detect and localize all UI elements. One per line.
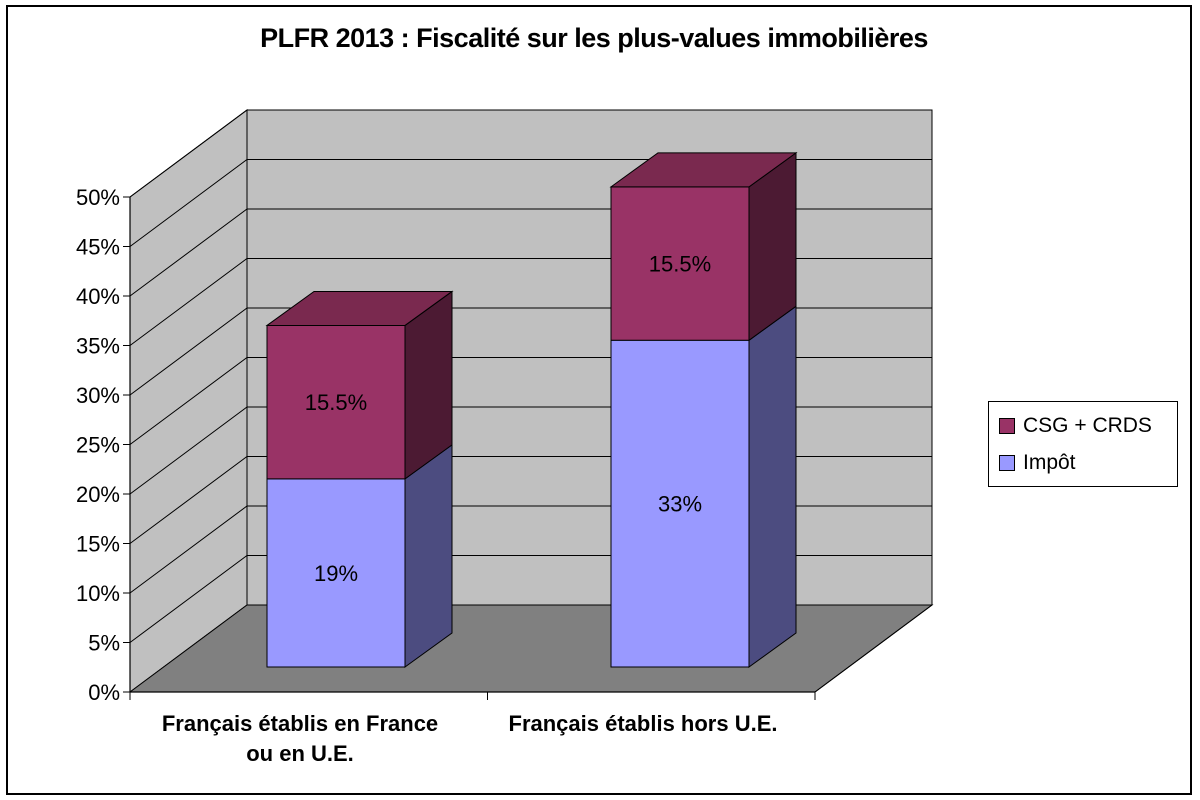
floor	[128, 604, 934, 693]
chart-bars	[265, 151, 798, 668]
data-label-impot-2: 33%	[658, 492, 702, 517]
category-label-2-line-1: Français établis hors U.E.	[509, 711, 778, 736]
y-tick-label: 30%	[76, 383, 120, 408]
category-label-1-line-1: Français établis en France	[162, 711, 438, 736]
y-tick-label: 0%	[88, 680, 120, 705]
y-tick-label: 40%	[76, 284, 120, 309]
legend-swatch-impot	[999, 455, 1015, 471]
data-label-impot-1: 19%	[314, 561, 358, 586]
y-tick-label: 25%	[76, 433, 120, 458]
chart-data-labels: 19% 15.5% 33% 15.5%	[305, 252, 711, 586]
chart-title: PLFR 2013 : Fiscalité sur les plus-value…	[260, 23, 928, 53]
floor-edge	[814, 604, 933, 693]
legend-swatch-csg-crds	[999, 418, 1015, 434]
category-label-1-line-2: ou en U.E.	[246, 741, 354, 766]
y-axis-ticks: 0% 5% 10% 15% 20% 25% 30% 35% 40% 45% 50%	[76, 185, 130, 705]
legend-label-impot: Impôt	[1023, 451, 1076, 474]
y-tick-label: 35%	[76, 334, 120, 359]
y-tick-label: 5%	[88, 631, 120, 656]
y-tick-label: 15%	[76, 532, 120, 557]
bar-impot-2-side	[748, 305, 797, 668]
bar-csg-crds-1-top	[265, 290, 454, 326]
data-label-csg-crds-2: 15.5%	[649, 252, 711, 277]
legend-item-impot: Impôt	[999, 448, 1076, 478]
data-label-csg-crds-1: 15.5%	[305, 390, 367, 415]
y-tick-label: 50%	[76, 185, 120, 210]
legend-item-csg-crds: CSG + CRDS	[999, 411, 1152, 441]
gridline-50	[129, 109, 932, 198]
x-axis-category-labels: Français établis en France ou en U.E. Fran…	[162, 711, 778, 766]
legend-label-csg-crds: CSG + CRDS	[1023, 414, 1152, 437]
bar-impot-1-side	[404, 443, 453, 668]
y-tick-label: 20%	[76, 482, 120, 507]
chart-walls	[128, 109, 934, 693]
bar-csg-crds-2-top	[609, 152, 798, 188]
legend: CSG + CRDS Impôt	[988, 401, 1178, 487]
y-tick-label: 10%	[76, 581, 120, 606]
y-tick-label: 45%	[76, 235, 120, 260]
